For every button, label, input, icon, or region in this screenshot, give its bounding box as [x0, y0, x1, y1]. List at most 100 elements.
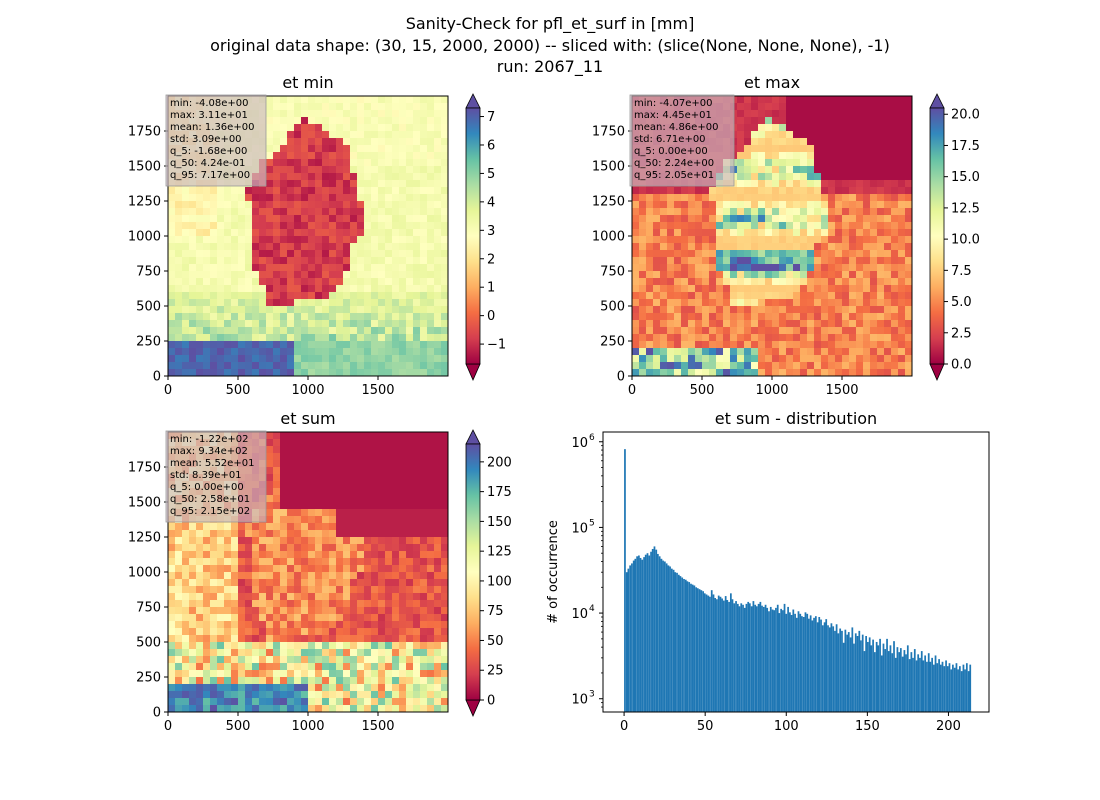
- heatmap-cell: [287, 264, 295, 272]
- heatmap-cell: [350, 544, 358, 552]
- heatmap-cell: [898, 341, 906, 349]
- heatmap-cell: [772, 243, 780, 251]
- heatmap-cell: [322, 166, 330, 174]
- heatmap-cell: [245, 334, 253, 342]
- heatmap-cell: [632, 264, 640, 272]
- heatmap-cell: [702, 292, 710, 300]
- heatmap-cell: [357, 579, 365, 587]
- heatmap-cell: [238, 348, 246, 356]
- heatmap-cell: [196, 544, 204, 552]
- heatmap-cell: [210, 229, 218, 237]
- heatmap-cell: [807, 313, 815, 321]
- heatmap-cell: [224, 628, 232, 636]
- heatmap-cell: [357, 593, 365, 601]
- heatmap-cell: [399, 187, 407, 195]
- heatmap-cell: [266, 488, 274, 496]
- heatmap-cell: [434, 201, 442, 209]
- heatmap-cell: [772, 327, 780, 335]
- colorbar-tick-label: 5: [487, 167, 495, 182]
- heatmap-cell: [385, 642, 393, 650]
- heatmap-cell: [168, 621, 176, 629]
- heatmap-cell: [842, 166, 850, 174]
- heatmap-cell: [266, 320, 274, 328]
- heatmap-cell: [905, 264, 912, 272]
- colorbar-extend-max: [929, 93, 945, 109]
- heatmap-cell: [807, 362, 815, 370]
- heatmap-cell: [259, 565, 267, 573]
- heatmap-cell: [660, 194, 668, 202]
- heatmap-cell: [716, 299, 724, 307]
- heatmap-cell: [434, 348, 442, 356]
- heatmap-cell: [357, 348, 365, 356]
- heatmap-cell: [413, 516, 421, 524]
- heatmap-cell: [905, 257, 912, 265]
- y-tick-label: 1500: [592, 160, 625, 175]
- heatmap-cell: [168, 264, 176, 272]
- heatmap-cell: [786, 173, 794, 181]
- heatmap-cell: [371, 369, 379, 376]
- heatmap-cell: [870, 250, 878, 258]
- heatmap-cell: [203, 649, 211, 657]
- heatmap-cell: [765, 152, 773, 160]
- heatmap-cell: [737, 180, 745, 188]
- suptitle-line-1: Sanity-Check for pfl_et_surf in [mm]: [406, 14, 695, 34]
- heatmap-cell: [378, 334, 386, 342]
- heatmap-cell: [793, 124, 801, 132]
- heatmap-cell: [203, 299, 211, 307]
- heatmap-cell: [632, 215, 640, 223]
- heatmap-cell: [364, 537, 372, 545]
- heatmap-cell: [252, 663, 260, 671]
- heatmap-cell: [175, 222, 183, 230]
- heatmap-cell: [744, 313, 752, 321]
- heatmap-cell: [308, 257, 316, 265]
- heatmap-cell: [224, 369, 232, 376]
- heatmap-cell: [434, 110, 442, 118]
- heatmap-cell: [751, 362, 759, 370]
- heatmap-cell: [709, 369, 717, 376]
- heatmap-cell: [765, 264, 773, 272]
- heatmap-cell: [336, 593, 344, 601]
- heatmap-cell: [674, 201, 682, 209]
- heatmap-cell: [406, 96, 414, 104]
- heatmap-cell: [758, 313, 766, 321]
- heatmap-cell: [329, 579, 337, 587]
- heatmap-cell: [308, 299, 316, 307]
- heatmap-cell: [231, 201, 239, 209]
- heatmap-cell: [702, 243, 710, 251]
- heatmap-cell: [245, 327, 253, 335]
- heatmap-cell: [343, 656, 351, 664]
- heatmap-cell: [350, 677, 358, 685]
- heatmap-cell: [413, 306, 421, 314]
- heatmap-cell: [378, 250, 386, 258]
- heatmap-cell: [863, 187, 871, 195]
- heatmap-cell: [294, 579, 302, 587]
- heatmap-cell: [210, 607, 218, 615]
- heatmap-cell: [210, 530, 218, 538]
- heatmap-cell: [308, 663, 316, 671]
- heatmap-cell: [898, 187, 906, 195]
- histogram-bar: [625, 572, 628, 712]
- heatmap-cell: [765, 271, 773, 279]
- heatmap-cell: [639, 222, 647, 230]
- heatmap-cell: [392, 117, 400, 125]
- heatmap-cell: [392, 530, 400, 538]
- heatmap-cell: [870, 306, 878, 314]
- heatmap-cell: [814, 110, 822, 118]
- heatmap-cell: [772, 320, 780, 328]
- heatmap-cell: [259, 600, 267, 608]
- heatmap-cell: [308, 166, 316, 174]
- heatmap-cell: [814, 159, 822, 167]
- heatmap-cell: [413, 663, 421, 671]
- heatmap-cell: [217, 670, 225, 678]
- heatmap-cell: [828, 208, 836, 216]
- heatmap-cell: [371, 572, 379, 580]
- heatmap-cell: [884, 355, 892, 363]
- heatmap-cell: [751, 145, 759, 153]
- heatmap-cell: [681, 278, 689, 286]
- heatmap-cell: [266, 621, 274, 629]
- heatmap-cell: [441, 264, 448, 272]
- heatmap-cell: [406, 306, 414, 314]
- heatmap-cell: [175, 320, 183, 328]
- heatmap-cell: [413, 530, 421, 538]
- heatmap-cell: [765, 348, 773, 356]
